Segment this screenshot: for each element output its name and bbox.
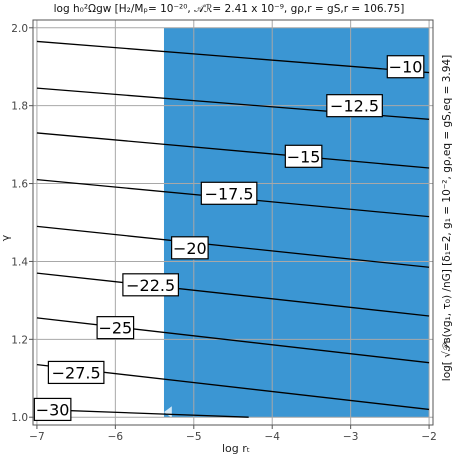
contour-label: −22.5 [126,276,175,295]
contour-label-box [200,181,258,205]
contour-label: −12.5 [330,97,379,116]
contour-line [36,40,430,74]
y-tick-label: 1.4 [11,256,28,268]
x-tick-label: −7 [29,431,44,443]
contour-label-box [326,94,383,118]
contour-label: −27.5 [52,363,101,382]
y-tick-label: 1.2 [11,334,28,346]
plot-frame [32,19,434,426]
y-tick-label: 2.0 [11,23,28,35]
contour-line [36,408,249,418]
contour-label-box [171,236,209,260]
contour-label: −17.5 [205,184,254,203]
y-tick-label: 1.8 [11,101,28,113]
x-tick-label: −6 [108,431,124,443]
chart-title: log h₀²Ωgw [H₂/Mₚ= 10⁻²⁰, 𝒜ℛ= 2.41 x 10⁻… [54,3,405,15]
y-axis-label: γ [0,234,12,241]
x-axis-label: log rₜ [222,442,250,455]
x-tick-label: −3 [343,431,358,443]
shaded-region [163,27,430,418]
contour-label: −15 [287,147,321,166]
contour-label-box [122,273,179,297]
right-side-label: log[ √𝒫ʙ(vɡ₁, τ₀) /nG] [δ₁=2, g₁ = 10⁻²,… [441,55,453,381]
y-tick-label: 1.0 [11,412,28,424]
contour-label: −10 [389,58,423,77]
contour-label: −30 [36,400,70,419]
contour-label-box [96,316,135,340]
contour-label-box [284,144,323,168]
x-tick-label: −5 [186,431,201,443]
contour-label: −20 [173,239,207,258]
contour-label-box [33,397,72,422]
plot-area: −10 −12.5 −15 −17.5 −20 −22.5 −25 −27.5 −30 −7 −6 −… [11,19,437,443]
y-tick-label: 1.6 [11,179,28,191]
contour-label-box [47,360,105,385]
contour-line [36,132,430,169]
region-marker [163,406,172,418]
x-tick-label: −2 [421,431,436,443]
contour-line [36,225,430,268]
contour-label: −25 [98,319,132,338]
contour-label-box [386,55,425,79]
x-tick-label: −4 [264,431,280,443]
contour-line [36,272,430,317]
